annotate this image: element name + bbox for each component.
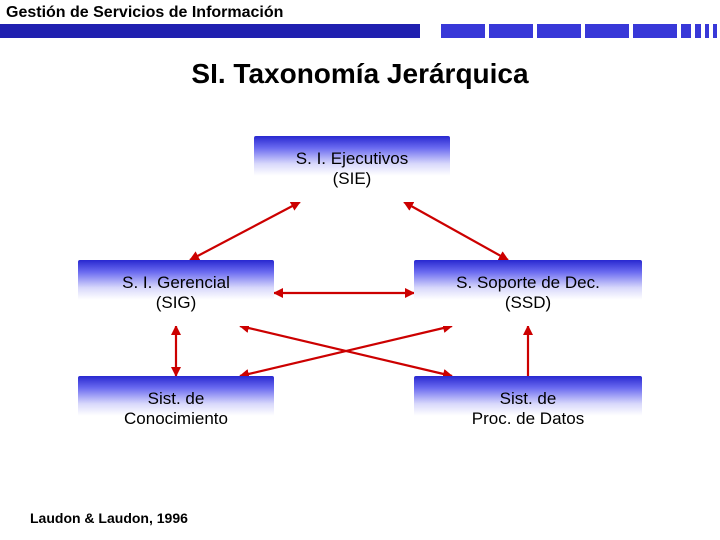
edge-ssd-con [240, 326, 452, 376]
node-sig: S. I. Gerencial(SIG) [78, 260, 274, 326]
edge-sie-ssd [404, 202, 508, 260]
node-label-line: Sist. de [500, 389, 557, 409]
taxonomy-diagram: S. I. Ejecutivos(SIE) S. I. Gerencial(SIG… [0, 120, 720, 500]
header-bar [0, 24, 720, 38]
header-bar-segment [680, 24, 692, 38]
edge-sie-sig [190, 202, 300, 260]
node-label-line: S. I. Gerencial [122, 273, 230, 293]
header-bar-segment [488, 24, 534, 38]
node-label-line: Sist. de [148, 389, 205, 409]
node-label-line: (SSD) [505, 293, 551, 313]
node-sie: S. I. Ejecutivos(SIE) [254, 136, 450, 202]
edge-sig-dat [240, 326, 452, 376]
header-bar-segment [704, 24, 710, 38]
header-bar-segment [632, 24, 678, 38]
page-title: SI. Taxonomía Jerárquica [0, 58, 720, 90]
node-label-line: Proc. de Datos [472, 409, 584, 429]
header-bar-segment [440, 24, 486, 38]
node-label-line: (SIG) [156, 293, 197, 313]
node-label-line: (SIE) [333, 169, 372, 189]
node-label-line: Conocimiento [124, 409, 228, 429]
header-bar-segment [712, 24, 718, 38]
node-label-line: S. Soporte de Dec. [456, 273, 600, 293]
header-bar-segment [536, 24, 582, 38]
header-bar-segment [694, 24, 702, 38]
header-bar-main [0, 24, 420, 38]
header-title: Gestión de Servicios de Información [0, 0, 720, 24]
node-dat: Sist. deProc. de Datos [414, 376, 642, 442]
node-label-line: S. I. Ejecutivos [296, 149, 408, 169]
citation: Laudon & Laudon, 1996 [30, 510, 188, 526]
node-ssd: S. Soporte de Dec.(SSD) [414, 260, 642, 326]
node-con: Sist. deConocimiento [78, 376, 274, 442]
header-bar-segment [584, 24, 630, 38]
